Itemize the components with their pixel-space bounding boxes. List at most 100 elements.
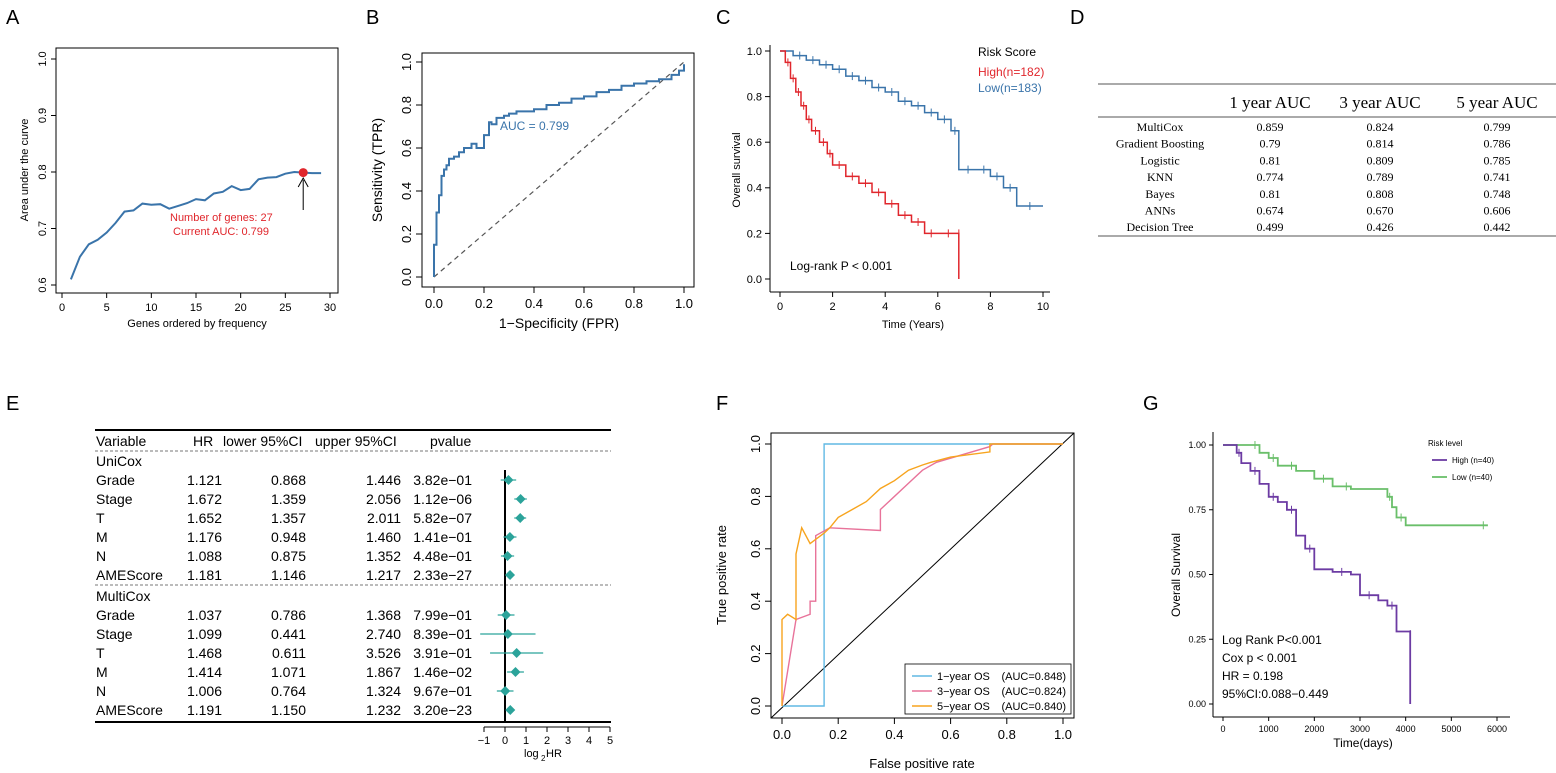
g-legend-title: Risk level bbox=[1428, 439, 1462, 448]
e-x-tick-label: 1 bbox=[523, 735, 529, 747]
e-hr-value: 1.414 bbox=[187, 664, 222, 680]
g-legend-low: Low (n=40) bbox=[1452, 473, 1493, 482]
e-lower-ci: 1.146 bbox=[271, 567, 306, 583]
c-y-tick-label: 0.0 bbox=[747, 274, 762, 286]
b-y-axis-label: Sensitivity (TPR) bbox=[369, 118, 385, 222]
a-y-tick-label: 0.9 bbox=[37, 108, 49, 123]
e-upper-ci: 1.368 bbox=[366, 607, 401, 623]
f-curve-5-year bbox=[781, 443, 1063, 706]
e-hr-marker bbox=[510, 667, 521, 677]
e-variable-name: T bbox=[96, 645, 105, 661]
f-y-tick-label: 0.8 bbox=[748, 487, 763, 505]
e-variable-name: M bbox=[96, 529, 108, 545]
panel-e-forest: Variable HR lower 95%CI upper 95%CI pvalue Un… bbox=[95, 429, 613, 763]
d-cell-value: 0.808 bbox=[1367, 187, 1394, 201]
f-y-tick-label: 0.6 bbox=[748, 540, 763, 558]
e-hr-value: 1.652 bbox=[187, 510, 222, 526]
e-upper-ci: 1.324 bbox=[366, 683, 401, 699]
d-cell-value: 0.799 bbox=[1484, 120, 1511, 134]
e-variable-name: Grade bbox=[96, 472, 135, 488]
panel-c-chart: 0 2 4 6 8 10 0.0 0.2 0.4 0.6 0.8 1.0 Risk Score High(… bbox=[731, 45, 1050, 331]
e-pvalue: 2.33e−27 bbox=[413, 567, 472, 583]
panel-letter-g: G bbox=[1143, 393, 1159, 415]
b-x-tick-label: 0.2 bbox=[475, 296, 493, 311]
f-y-tick-label: 0.2 bbox=[748, 645, 763, 663]
c-legend-title: Risk Score bbox=[978, 45, 1036, 59]
g-x-tick-label: 4000 bbox=[1396, 724, 1416, 734]
d-cell-value: 0.81 bbox=[1260, 153, 1281, 167]
panel-letter-f: F bbox=[716, 393, 728, 415]
g-y-tick-label: 0.00 bbox=[1188, 699, 1206, 709]
d-cell-value: 0.824 bbox=[1367, 120, 1394, 134]
e-column-header: pvalue bbox=[430, 433, 471, 449]
g-stat-annotation: Cox p < 0.001 bbox=[1222, 651, 1297, 665]
c-x-tick-label: 10 bbox=[1037, 301, 1049, 313]
c-x-axis-label: Time (Years) bbox=[882, 319, 944, 331]
b-reference-diagonal bbox=[433, 61, 685, 278]
g-y-tick-label: 0.75 bbox=[1188, 505, 1206, 515]
d-cell-value: 0.859 bbox=[1257, 120, 1284, 134]
e-upper-ci: 3.526 bbox=[366, 645, 401, 661]
e-hr-value: 1.672 bbox=[187, 491, 222, 507]
a-annotation-genes: Number of genes: 27 bbox=[170, 212, 273, 224]
e-hr-value: 1.191 bbox=[187, 702, 222, 718]
e-upper-ci: 1.867 bbox=[366, 664, 401, 680]
e-lower-ci: 0.786 bbox=[271, 607, 306, 623]
e-x-axis-label-log: log bbox=[524, 748, 539, 760]
f-reference-diagonal bbox=[770, 432, 1075, 719]
e-x-tick-label: −1 bbox=[478, 735, 491, 747]
b-y-tick-label: 1.0 bbox=[399, 53, 414, 71]
e-x-axis-label-hr: HR bbox=[546, 748, 562, 760]
e-pvalue: 3.91e−01 bbox=[413, 645, 472, 661]
e-hr-marker bbox=[502, 629, 513, 639]
d-row-model-name: Bayes bbox=[1145, 187, 1175, 201]
c-logrank-annotation: Log-rank P < 0.001 bbox=[790, 259, 893, 273]
f-x-tick-label: 0.6 bbox=[942, 727, 960, 742]
e-variable-name: N bbox=[96, 683, 106, 699]
d-row-model-name: Gradient Boosting bbox=[1116, 137, 1204, 151]
e-lower-ci: 0.868 bbox=[271, 472, 306, 488]
d-cell-value: 0.442 bbox=[1484, 220, 1511, 234]
g-x-tick-label: 0 bbox=[1220, 724, 1225, 734]
e-variable-name: N bbox=[96, 548, 106, 564]
b-roc-curve bbox=[433, 64, 685, 277]
c-low-risk-curve bbox=[780, 50, 1043, 207]
e-group-label: MultiCox bbox=[96, 588, 150, 604]
d-row-model-name: KNN bbox=[1147, 170, 1173, 184]
e-upper-ci: 2.740 bbox=[366, 626, 401, 642]
g-high-risk-curve bbox=[1223, 444, 1412, 704]
g-stat-annotation: HR = 0.198 bbox=[1222, 669, 1283, 683]
e-hr-marker bbox=[503, 475, 514, 485]
a-y-tick-label: 1.0 bbox=[37, 51, 49, 66]
e-lower-ci: 0.875 bbox=[271, 548, 306, 564]
g-y-tick-label: 0.25 bbox=[1188, 634, 1206, 644]
a-y-tick-label: 0.8 bbox=[37, 164, 49, 179]
b-y-tick-label: 0.6 bbox=[399, 139, 414, 157]
d-cell-value: 0.499 bbox=[1257, 220, 1284, 234]
panel-letter-b: B bbox=[366, 7, 379, 29]
e-group-label: UniCox bbox=[96, 453, 142, 469]
g-x-axis-label: Time(days) bbox=[1333, 736, 1393, 750]
b-x-tick-label: 0.6 bbox=[575, 296, 593, 311]
e-hr-value: 1.099 bbox=[187, 626, 222, 642]
e-pvalue: 1.12e−06 bbox=[413, 491, 472, 507]
f-x-tick-label: 0.2 bbox=[829, 727, 847, 742]
e-variable-name: Grade bbox=[96, 607, 135, 623]
a-x-tick-label: 30 bbox=[324, 302, 336, 314]
g-y-tick-label: 1.00 bbox=[1188, 440, 1206, 450]
d-cell-value: 0.741 bbox=[1484, 170, 1511, 184]
g-stat-annotation: 95%CI:0.088−0.449 bbox=[1222, 687, 1329, 701]
b-y-tick-label: 0.8 bbox=[399, 96, 414, 114]
e-hr-value: 1.468 bbox=[187, 645, 222, 661]
e-x-tick-label: 3 bbox=[565, 735, 571, 747]
f-curve-3-year bbox=[781, 443, 1063, 707]
a-x-tick-label: 25 bbox=[279, 302, 291, 314]
g-y-tick-label: 0.50 bbox=[1188, 570, 1206, 580]
d-cell-value: 0.426 bbox=[1367, 220, 1394, 234]
panel-letter-d: D bbox=[1070, 7, 1084, 29]
e-variable-name: AMEScore bbox=[96, 702, 163, 718]
d-cell-value: 0.785 bbox=[1484, 153, 1511, 167]
b-x-tick-label: 1.0 bbox=[675, 296, 693, 311]
e-hr-value: 1.037 bbox=[187, 607, 222, 623]
d-cell-value: 0.606 bbox=[1484, 204, 1511, 218]
